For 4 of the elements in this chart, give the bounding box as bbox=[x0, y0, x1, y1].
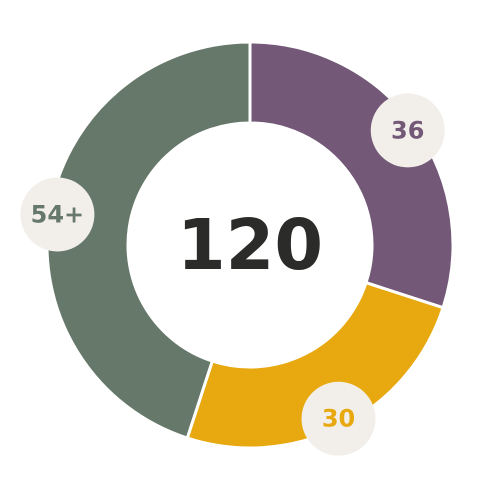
text: 120 bbox=[176, 204, 324, 286]
data-label: 36 bbox=[391, 116, 424, 144]
data-label: 30 bbox=[322, 404, 356, 433]
data-label: 54+ bbox=[30, 200, 84, 228]
